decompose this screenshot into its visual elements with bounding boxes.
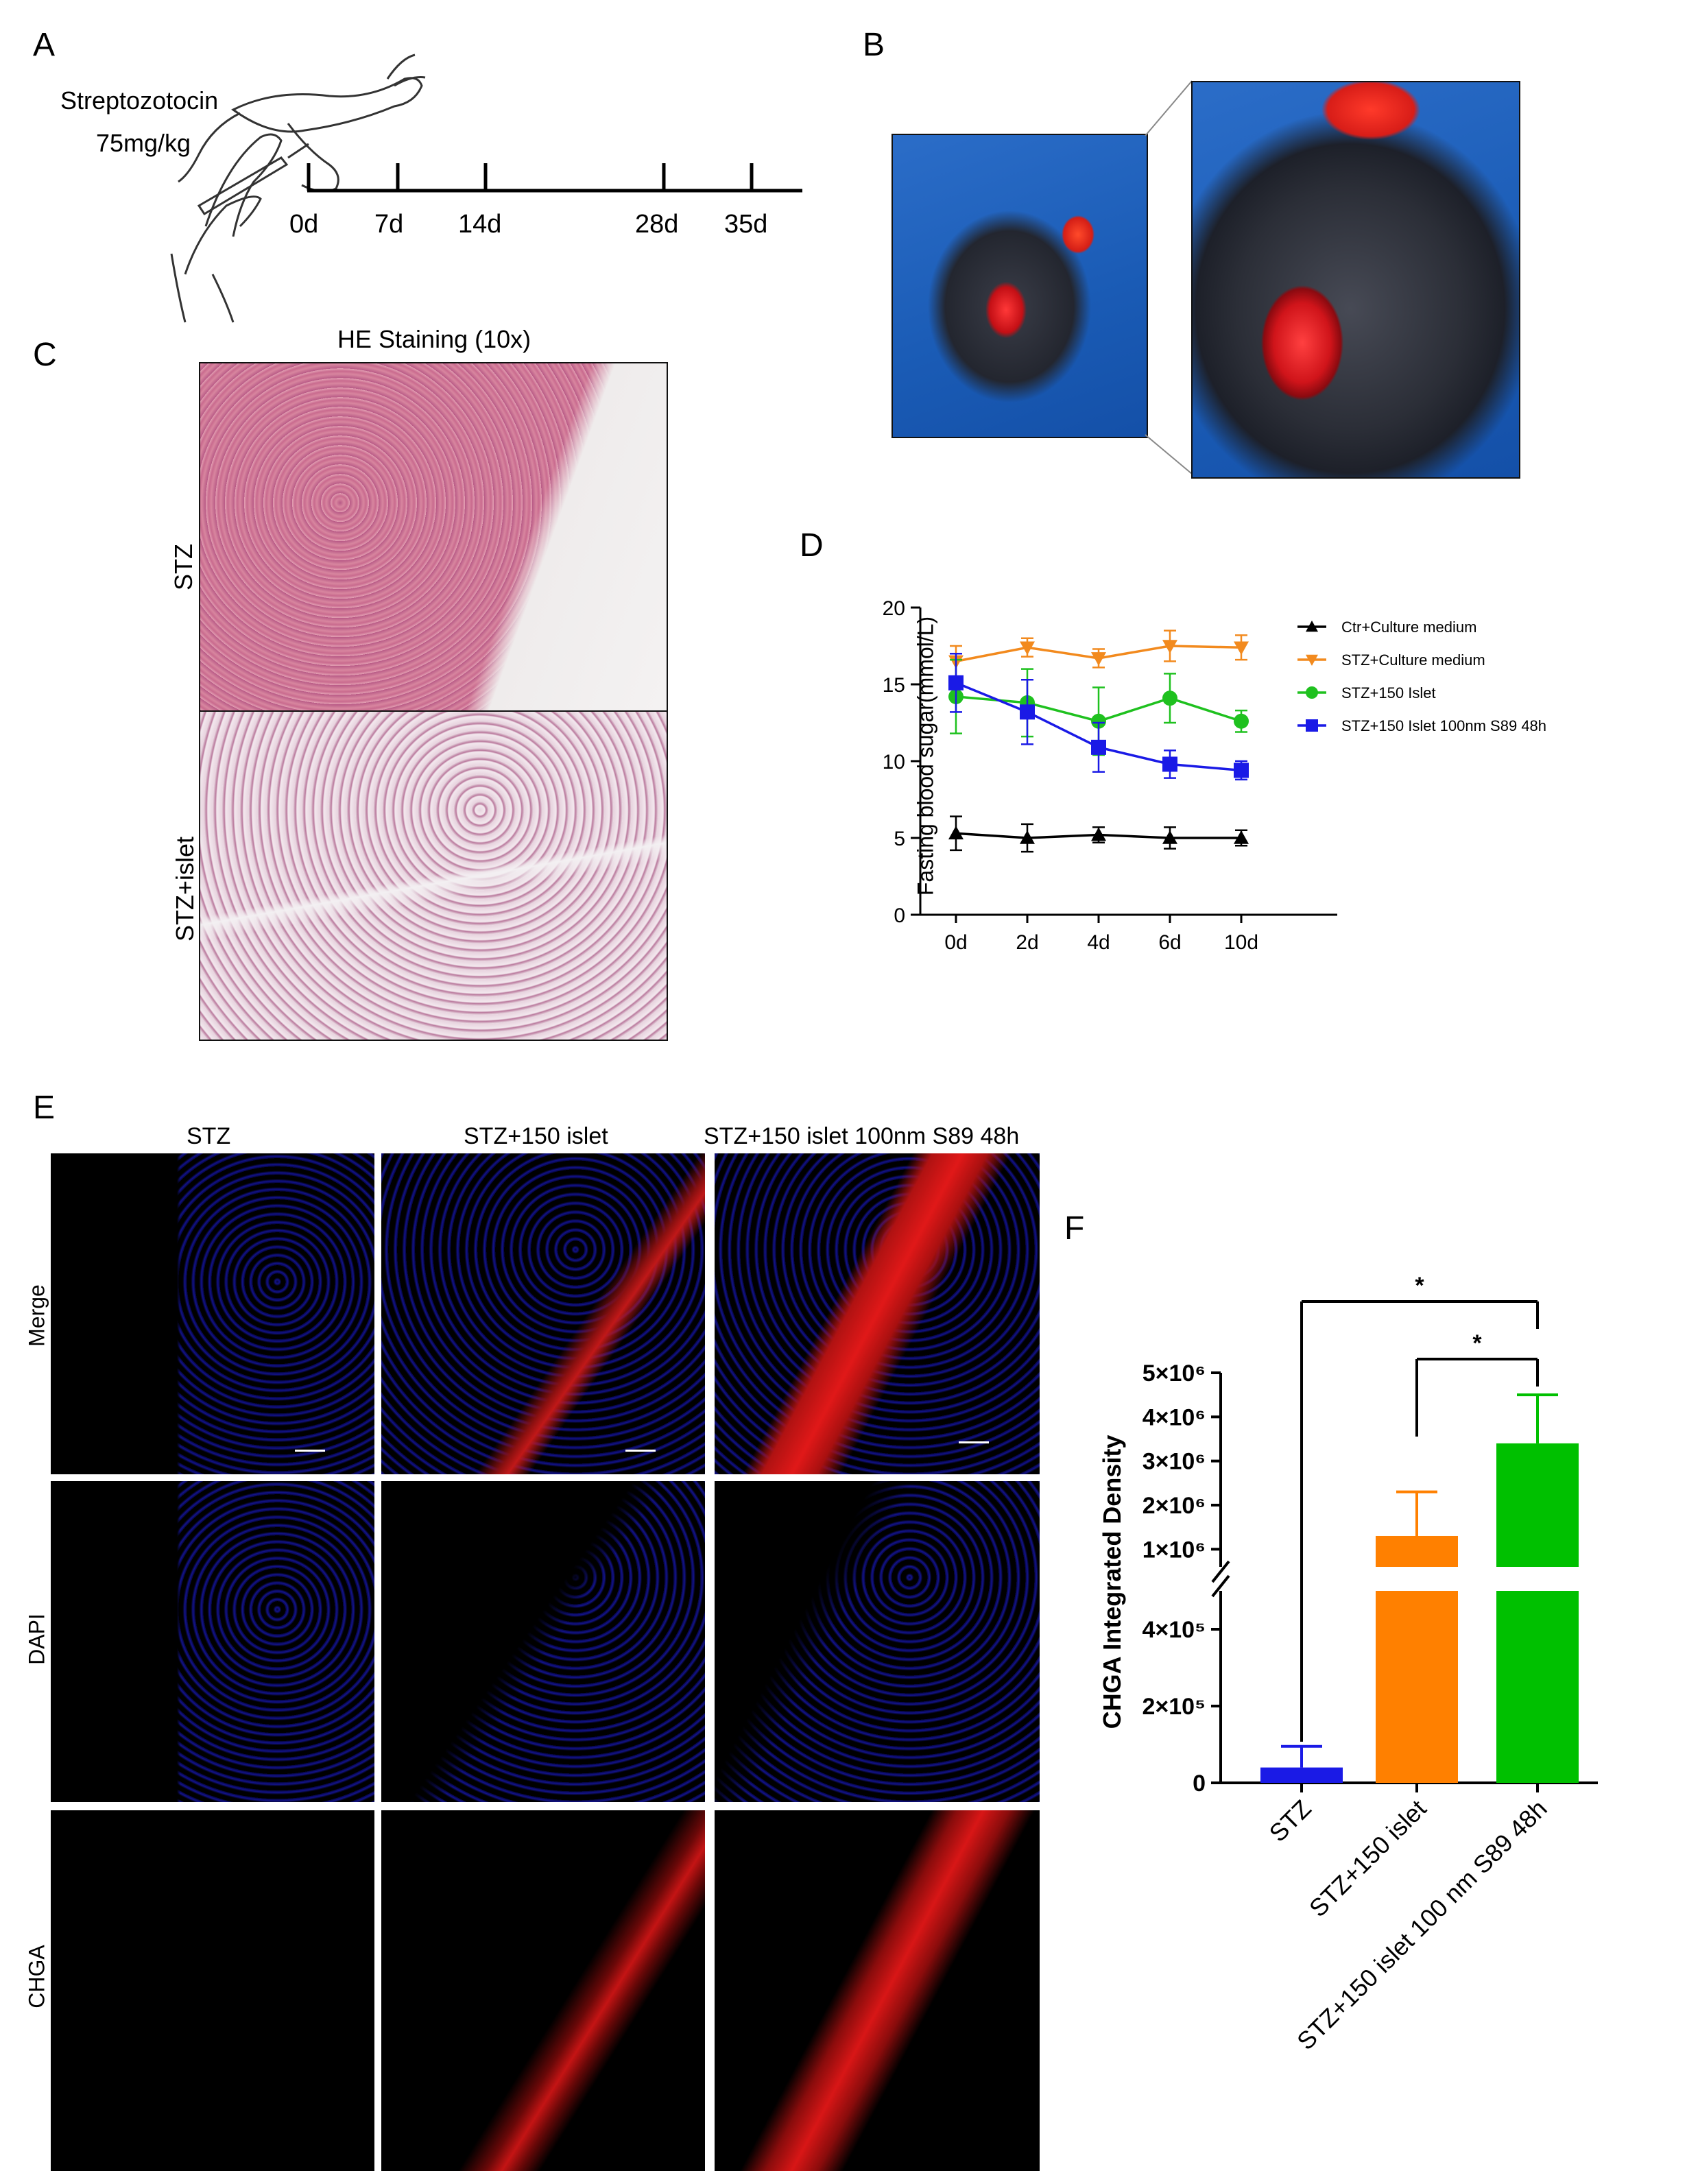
panel-e-label: E xyxy=(33,1090,56,1126)
series-3-point xyxy=(1234,763,1249,778)
y-tick-label: 4×10⁵ xyxy=(1142,1617,1206,1643)
y-tick-label: 0 xyxy=(894,904,905,927)
y-tick-label: 20 xyxy=(883,597,905,620)
series-2-point xyxy=(1091,713,1106,729)
legend-marker xyxy=(1306,654,1318,666)
dapi-stz-image xyxy=(51,1481,374,1802)
panel-c-label: C xyxy=(33,337,57,373)
merge-stz-islet-s89-image xyxy=(715,1153,1040,1474)
legend-marker xyxy=(1306,719,1318,732)
series-0-point xyxy=(948,826,964,840)
significance-star: * xyxy=(1415,1273,1424,1299)
x-tick-label: STZ xyxy=(1264,1795,1317,1847)
series-3-point xyxy=(1162,756,1177,772)
series-3-point xyxy=(1020,704,1035,720)
legend-label: STZ+150 Islet xyxy=(1341,684,1436,701)
he-staining-title: HE Staining (10x) xyxy=(337,325,531,353)
mouse-photo-zoom-icon xyxy=(1191,81,1520,479)
legend-label: STZ+Culture medium xyxy=(1341,651,1485,669)
x-tick-label: 6d xyxy=(1158,931,1181,954)
x-tick-label: STZ+150 islet xyxy=(1304,1795,1432,1923)
chga-stz-islet-s89-image xyxy=(715,1810,1040,2171)
merge-stz-islet-image xyxy=(381,1153,705,1474)
row-label-dapi: DAPI xyxy=(24,1613,49,1665)
x-tick-label: 0d xyxy=(944,931,967,954)
mouse-photo-small-icon xyxy=(892,134,1148,438)
col-label-stz: STZ xyxy=(187,1123,231,1149)
merge-stz-image xyxy=(51,1153,374,1474)
panel-f-label: F xyxy=(1064,1210,1085,1247)
series-2-point xyxy=(1162,691,1177,706)
bar-2-lower xyxy=(1496,1591,1579,1783)
panel-a-label: A xyxy=(33,27,56,63)
y-tick-label: 10 xyxy=(883,751,905,773)
row-label-merge: Merge xyxy=(24,1284,49,1347)
axis-break-mark xyxy=(1211,1574,1230,1598)
timeline-label-28d: 28d xyxy=(635,210,679,239)
dapi-stz-islet-s89-image xyxy=(715,1481,1040,1802)
timeline-label-7d: 7d xyxy=(374,210,404,239)
dose-label: 75mg/kg xyxy=(96,129,191,157)
legend-label: Ctr+Culture medium xyxy=(1341,619,1476,636)
series-1-point xyxy=(1091,652,1106,666)
timeline-label-14d: 14d xyxy=(458,210,502,239)
chga-stz-image xyxy=(51,1810,374,2171)
series-0-point xyxy=(1234,830,1249,844)
series-0-point xyxy=(1020,830,1035,844)
bar-1-lower xyxy=(1376,1591,1458,1783)
y-tick-label: 1×10⁶ xyxy=(1142,1537,1206,1563)
col-label-stz-islet-s89: STZ+150 islet 100nm S89 48h xyxy=(704,1123,1020,1149)
series-3-point xyxy=(1091,739,1106,755)
he-stained-kidney-section-icon xyxy=(199,362,668,713)
chart-f-ylabel: CHGA Integrated Density xyxy=(1098,1435,1126,1729)
series-3-point xyxy=(948,675,964,691)
bar-1-upper xyxy=(1376,1535,1458,1567)
y-tick-label: 4×10⁶ xyxy=(1142,1404,1206,1430)
y-tick-label: 0 xyxy=(1193,1771,1206,1797)
y-tick-label: 3×10⁶ xyxy=(1142,1449,1206,1475)
drug-name: Streptozotocin xyxy=(60,86,219,115)
timeline xyxy=(307,163,802,193)
series-1-point xyxy=(1020,641,1035,656)
y-tick-label: 2×10⁶ xyxy=(1142,1493,1206,1519)
mouse-injection-drawing-icon xyxy=(170,53,426,323)
zoom-connector-lines xyxy=(1145,80,1193,475)
series-0-point xyxy=(1162,830,1177,844)
y-tick-label: 2×10⁵ xyxy=(1142,1694,1206,1720)
col-label-stz-islet: STZ+150 islet xyxy=(464,1123,608,1149)
chart-d-ylabel: Fasting blood sugar(mmol/L) xyxy=(913,616,938,896)
row-label-chga: CHGA xyxy=(24,1945,49,2008)
series-0-point xyxy=(1091,827,1106,841)
bar-0 xyxy=(1260,1767,1343,1783)
axis-break-mark xyxy=(1211,1560,1230,1583)
panel-b-label: B xyxy=(863,27,885,63)
y-tick-label: 15 xyxy=(883,674,905,697)
row-label-stz-islet: STZ+islet xyxy=(171,836,199,941)
y-tick-label: 5 xyxy=(894,828,905,850)
x-tick-label: 10d xyxy=(1224,931,1258,954)
fasting-blood-sugar-chart: 0 5 10 15 20 0d 2d 4d 6d 10d Ctr+Culture medium STZ… xyxy=(883,597,1546,954)
series-1-point xyxy=(1234,641,1249,656)
x-tick-label: 2d xyxy=(1016,931,1038,954)
he-stained-islet-section-icon xyxy=(199,710,668,1041)
panel-d-label: D xyxy=(800,527,824,564)
y-tick-label: 5×10⁶ xyxy=(1142,1360,1206,1387)
legend-label: STZ+150 Islet 100nm S89 48h xyxy=(1341,717,1546,734)
timeline-label-35d: 35d xyxy=(724,210,768,239)
significance-star: * xyxy=(1472,1330,1482,1356)
bar-2-upper xyxy=(1496,1443,1579,1567)
row-label-stz: STZ xyxy=(169,544,198,590)
legend-marker xyxy=(1306,686,1318,699)
x-tick-label: STZ+150 islet 100 nm S89 48h xyxy=(1291,1795,1553,2056)
timeline-label-0d: 0d xyxy=(289,210,319,239)
series-2-point xyxy=(1234,713,1249,729)
x-tick-label: 4d xyxy=(1087,931,1110,954)
legend-marker xyxy=(1306,621,1318,632)
series-1-point xyxy=(1162,640,1177,653)
chga-integrated-density-chart: 0 2×10⁵ 4×10⁵ 1×10⁶ 2×10⁶ 3×10⁶ 4×10⁶ 5×10⁶ STZS… xyxy=(1142,1273,1598,2056)
dapi-stz-islet-image xyxy=(381,1481,705,1802)
chga-stz-islet-image xyxy=(381,1810,705,2171)
